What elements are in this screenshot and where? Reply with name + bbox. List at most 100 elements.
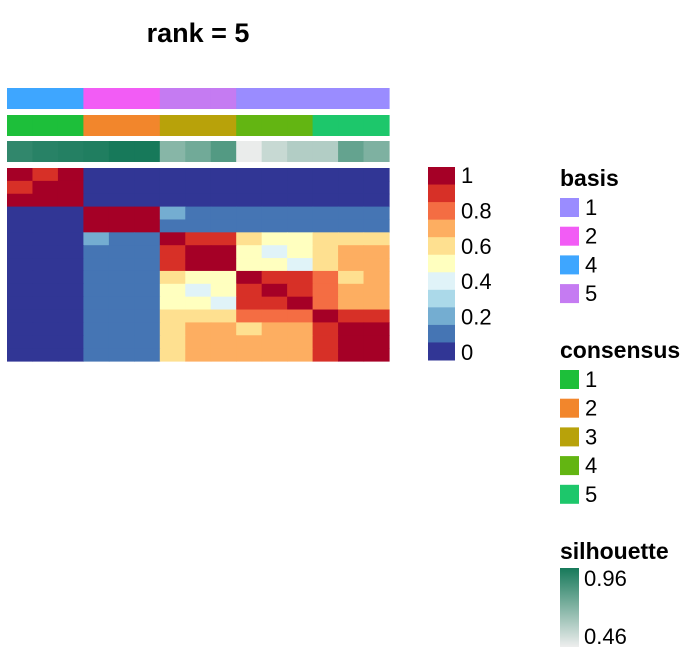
basis-annotation-cell: [312, 88, 339, 109]
consensus-annotation-cell: [185, 115, 212, 136]
heatmap-cell: [312, 232, 339, 246]
heatmap-cell: [134, 258, 161, 272]
annotation-tracks: [7, 88, 390, 162]
heatmap-cell: [108, 219, 135, 233]
heatmap-cell: [108, 168, 135, 182]
consensus-legend-label: 1: [585, 367, 597, 392]
heatmap-cell: [32, 168, 59, 182]
heatmap-cell: [83, 219, 110, 233]
heatmap-cell: [236, 193, 263, 208]
consensus-annotation-cell: [7, 115, 34, 136]
basis-annotation-cell: [363, 88, 390, 109]
heatmap-cell: [7, 335, 34, 349]
heatmap-cell: [261, 335, 288, 349]
basis-legend-swatch: [560, 284, 579, 304]
basis-annotation-cell: [57, 88, 84, 109]
heatmap-cell: [210, 296, 237, 311]
silhouette-annotation-cell: [83, 141, 110, 162]
heatmap-cell: [312, 322, 339, 336]
heatmap-cell: [32, 335, 59, 349]
heatmap-cell: [185, 219, 212, 233]
heatmap-cell: [159, 180, 186, 195]
heatmap-cell: [57, 232, 84, 246]
consensus-annotation-cell: [210, 115, 237, 136]
consensus-annotation-cell: [338, 115, 365, 136]
heatmap-cell: [210, 348, 237, 362]
heatmap-cell: [134, 206, 161, 221]
heatmap-cell: [7, 219, 34, 233]
heatmap-cell: [312, 206, 339, 221]
heatmap-cell: [108, 206, 135, 221]
heatmap-cell: [57, 270, 84, 285]
basis-annotation-cell: [108, 88, 135, 109]
heatmap-cell: [261, 180, 288, 195]
heatmap-cell: [159, 219, 186, 233]
heatmap-cell: [108, 322, 135, 336]
heatmap-cell: [108, 232, 135, 246]
heatmap-cell: [261, 193, 288, 208]
color-scale-swatch: [428, 219, 455, 238]
color-scale-tick-label: 0: [461, 340, 473, 365]
basis-legend-label: 5: [585, 281, 597, 306]
heatmap-cell: [185, 193, 212, 208]
heatmap-cell: [108, 258, 135, 272]
heatmap-cell: [287, 348, 314, 362]
heatmap-cell: [57, 245, 84, 259]
heatmap-cell: [261, 219, 288, 233]
heatmap-cell: [108, 335, 135, 349]
color-scale-swatch: [428, 342, 455, 361]
heatmap-cell: [261, 296, 288, 311]
heatmap-cell: [32, 193, 59, 208]
heatmap-cell: [261, 258, 288, 272]
consensus-legend-label: 4: [585, 453, 597, 478]
heatmap-cell: [287, 322, 314, 336]
heatmap-cell: [312, 245, 339, 259]
heatmap-cell: [210, 322, 237, 336]
silhouette-annotation-cell: [363, 141, 390, 162]
heatmap-cell: [32, 309, 59, 323]
color-scale-swatch: [428, 324, 455, 343]
heatmap-cell: [210, 219, 237, 233]
heatmap-cell: [363, 348, 390, 362]
silhouette-annotation-cell: [159, 141, 186, 162]
consensus-annotation-cell: [236, 115, 263, 136]
heatmap-cell: [236, 348, 263, 362]
heatmap-cell: [7, 270, 34, 285]
heatmap-cell: [159, 232, 186, 246]
color-scale-tick-label: 1: [461, 163, 473, 188]
heatmap-cell: [32, 270, 59, 285]
heatmap-cell: [32, 180, 59, 195]
heatmap-cell: [363, 193, 390, 208]
heatmap-cell: [7, 309, 34, 323]
heatmap-cell: [363, 270, 390, 285]
heatmap-cell: [159, 348, 186, 362]
silhouette-annotation-cell: [185, 141, 212, 162]
heatmap-cell: [159, 309, 186, 323]
heatmap-cell: [363, 219, 390, 233]
heatmap-cell: [57, 180, 84, 195]
heatmap-cell: [7, 283, 34, 298]
heatmap-cell: [236, 322, 263, 336]
heatmap-cell: [261, 322, 288, 336]
heatmap-cell: [83, 283, 110, 298]
heatmap-cell: [287, 309, 314, 323]
heatmap-cell: [363, 283, 390, 298]
heatmap-cell: [7, 232, 34, 246]
heatmap-cell: [32, 258, 59, 272]
heatmap-cell: [338, 232, 365, 246]
heatmap-cell: [363, 206, 390, 221]
heatmap-cell: [32, 245, 59, 259]
consensus-annotation-cell: [261, 115, 288, 136]
heatmap-cell: [57, 168, 84, 182]
heatmap-cell: [134, 180, 161, 195]
heatmap-cell: [312, 180, 339, 195]
heatmap-cell: [57, 296, 84, 311]
silhouette-annotation-cell: [236, 141, 263, 162]
heatmap-cell: [7, 168, 34, 182]
heatmap-cell: [287, 270, 314, 285]
consensus-annotation-cell: [312, 115, 339, 136]
color-scale-tick-label: 0.2: [461, 305, 492, 330]
silhouette-annotation-cell: [7, 141, 34, 162]
heatmap-cell: [185, 258, 212, 272]
heatmap-cell: [134, 283, 161, 298]
